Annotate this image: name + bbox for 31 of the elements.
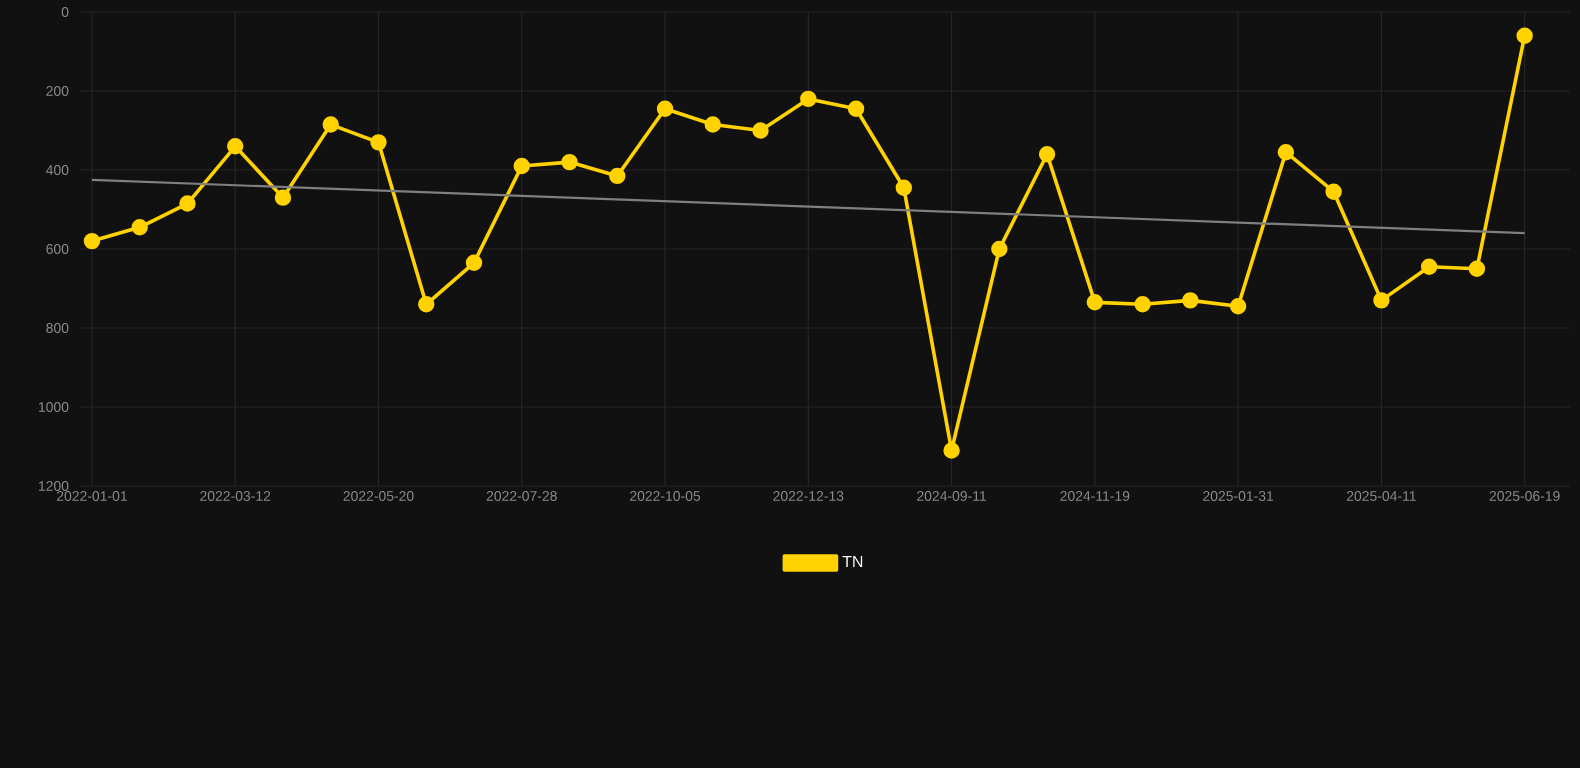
point [800,90,817,108]
point [991,240,1008,258]
point [465,254,483,272]
point [1420,258,1438,275]
point [418,296,435,313]
point [752,122,769,139]
point [847,100,865,117]
point [1134,296,1151,313]
point [322,116,339,133]
point [131,219,148,236]
point [561,153,578,171]
point [1038,146,1056,163]
point [704,116,721,133]
point [1516,27,1533,44]
point [1182,292,1199,309]
point [609,167,626,185]
point [513,157,530,175]
point [1086,294,1104,311]
point [274,189,292,206]
point [656,100,674,117]
point [1325,183,1342,200]
point [943,442,960,459]
point [1229,298,1247,315]
point [227,138,244,155]
point [179,195,196,212]
point [370,134,387,151]
point [895,179,913,196]
point [1468,260,1486,277]
point [1277,144,1295,161]
point [83,232,101,250]
point [1373,292,1390,309]
